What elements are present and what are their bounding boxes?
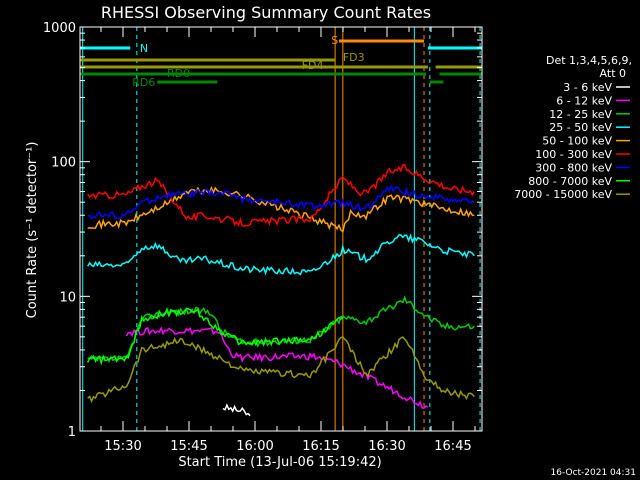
series-line-25-50-kev [87,233,475,276]
y-axis-label: Count Rate (s⁻¹ detector⁻¹) [25,142,40,319]
y-tick-label-2: 100 [51,156,76,171]
series-line-6-12-kev [125,326,429,409]
flag-label-fd3: FD3 [343,51,365,64]
flag-label-rd0: RD0 [167,67,190,80]
legend-label-7: 800 - 7000 keV [528,175,612,188]
plot-frame [79,26,483,432]
x-tick-label-3: 16:15 [302,439,339,454]
x-tick-label-4: 16:30 [368,439,405,454]
x-tick-label-0: 15:30 [104,439,141,454]
legend-label-4: 50 - 100 keV [542,135,612,148]
legend-label-0: 3 - 6 keV [563,81,612,94]
x-tick-label-2: 16:00 [236,439,273,454]
y-axis: 1 10 100 1000 [43,21,482,440]
legend-header-line1: Det 1,3,4,5,6,9, [546,54,632,67]
flag-label-rd6: RD6 [132,76,155,89]
legend-label-2: 12 - 25 keV [549,108,612,121]
legend-label-1: 6 - 12 keV [556,94,612,107]
series-line-300-800-kev [87,184,475,220]
plot-area: N S FD3 FD4 RD0 RD6 [80,27,482,431]
flag-label-s: S [331,34,338,47]
series-line-7000-15000-kev [87,335,475,404]
y-tick-label-3: 1000 [43,21,76,36]
series-line-3-6-kev [222,403,251,417]
legend-header-line2: Att 0 [600,67,626,80]
flag-label-n: N [140,42,148,55]
legend-label-6: 300 - 800 keV [535,161,612,174]
series-line-50-100-kev [87,185,475,233]
y-tick-label-1: 10 [59,290,76,305]
x-tick-label-1: 15:45 [170,439,207,454]
legend-label-3: 25 - 50 keV [549,121,612,134]
chart-title: RHESSI Observing Summary Count Rates [101,3,431,22]
x-axis: 15:30 15:45 16:00 16:15 16:30 16:45 [100,27,476,454]
flag-label-fd4: FD4 [302,59,324,72]
legend-label-5: 100 - 300 keV [535,148,612,161]
x-tick-label-5: 16:45 [434,439,471,454]
y-tick-label-0: 1 [68,425,76,440]
series-line-100-300-kev [87,163,475,227]
legend-label-8: 7000 - 15000 keV [514,188,612,201]
footer-timestamp: 16-Oct-2021 04:31 [551,468,636,478]
x-axis-label: Start Time (13-Jul-06 15:19:42) [178,455,381,470]
series-line-800-7000-kev [87,307,344,366]
